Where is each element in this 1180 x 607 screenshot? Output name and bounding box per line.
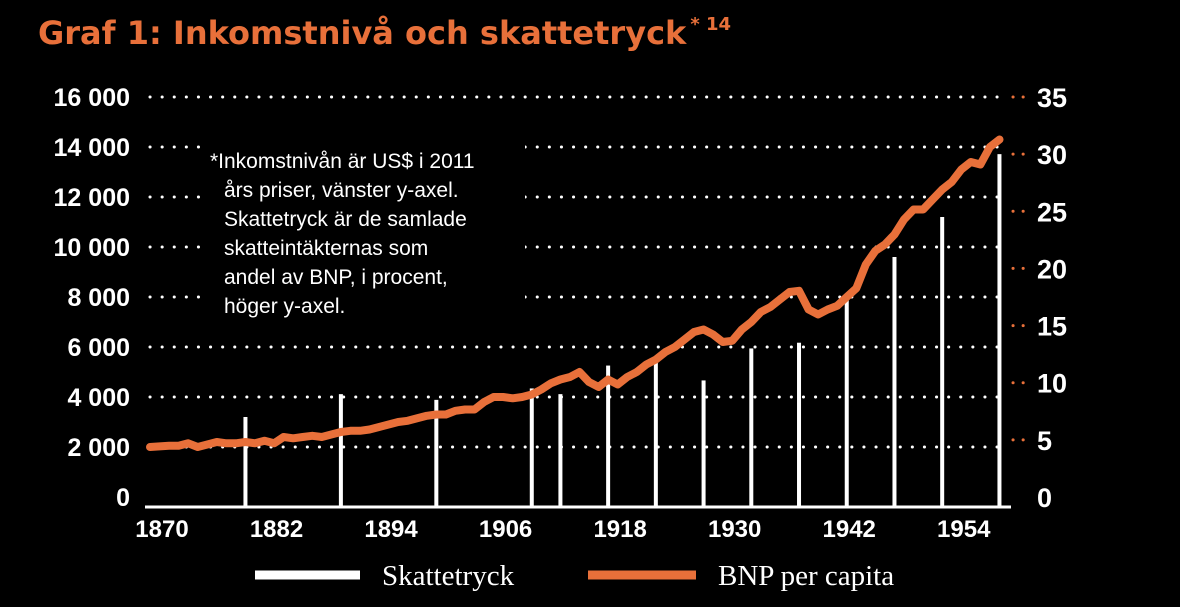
note-line-5: höger y-axel. bbox=[224, 295, 345, 318]
x-tick-label-1942: 1942 bbox=[823, 516, 876, 543]
chart-title: Graf 1: Inkomstnivå och skattetryck * 14 bbox=[38, 14, 731, 52]
legend: Skattetryck BNP per capita bbox=[255, 560, 894, 592]
note-box bbox=[200, 140, 525, 330]
y-axis-right: 0 5 10 15 20 25 30 35 bbox=[1037, 83, 1067, 513]
x-tick-label-1870: 1870 bbox=[135, 516, 188, 543]
bar-series-skattetryck bbox=[243, 154, 1002, 507]
y-right-tick-label-3: 15 bbox=[1037, 312, 1067, 342]
y-left-tick-label-4: 8 000 bbox=[67, 284, 130, 312]
bar-skattetryck-1923 bbox=[653, 359, 658, 507]
bar-skattetryck-1890 bbox=[338, 394, 343, 507]
bar-skattetryck-1948 bbox=[892, 257, 897, 507]
bar-skattetryck-1910 bbox=[529, 388, 534, 507]
bar-skattetryck-1928 bbox=[701, 380, 706, 507]
bar-skattetryck-1900 bbox=[434, 399, 439, 507]
x-tick-label-1918: 1918 bbox=[593, 516, 646, 543]
note-line-1: års priser, vänster y-axel. bbox=[224, 179, 459, 202]
y-right-tick-label-6: 30 bbox=[1037, 140, 1067, 170]
y-left-tick-label-1: 2 000 bbox=[67, 434, 130, 462]
y-right-tick-label-7: 35 bbox=[1037, 83, 1067, 113]
y-right-tick-label-0: 0 bbox=[1037, 483, 1052, 513]
note-line-3: skatteintäkternas som bbox=[224, 237, 428, 260]
x-tick-label-1906: 1906 bbox=[479, 516, 532, 543]
y-left-tick-label-8: 16 000 bbox=[54, 84, 130, 112]
x-tick-label-1954: 1954 bbox=[937, 516, 991, 543]
bar-skattetryck-1943 bbox=[844, 297, 849, 507]
note-line-0: *Inkomstnivån är US$ i 2011 bbox=[210, 150, 475, 173]
y-axis-left: 0 2 000 4 000 6 000 8 000 10 000 12 000 14 000 1… bbox=[54, 84, 130, 512]
y-left-tick-label-5: 10 000 bbox=[54, 234, 130, 262]
bar-skattetryck-1880 bbox=[243, 417, 248, 507]
chart-title-text: Graf 1: Inkomstnivå och skattetryck bbox=[38, 14, 687, 52]
x-tick-label-1882: 1882 bbox=[250, 516, 303, 543]
y-right-tick-label-4: 20 bbox=[1037, 254, 1067, 284]
chart-note: *Inkomstnivån är US$ i 2011 års priser, v… bbox=[210, 150, 475, 318]
line-bnp-per-capita bbox=[146, 135, 1004, 451]
y-left-tick-label-3: 6 000 bbox=[67, 334, 130, 362]
bar-skattetryck-1913 bbox=[558, 394, 563, 507]
x-tick-label-1894: 1894 bbox=[364, 516, 418, 543]
x-axis: 1870 1882 1894 1906 1918 1930 1942 1954 bbox=[135, 505, 1011, 543]
y-left-tick-label-2: 4 000 bbox=[67, 384, 130, 412]
bar-skattetryck-1938 bbox=[797, 342, 802, 507]
y-left-tick-label-0: 0 bbox=[116, 484, 130, 512]
bar-skattetryck-1959 bbox=[997, 154, 1002, 507]
chart-title-superscript: * 14 bbox=[690, 14, 731, 35]
y-left-tick-label-7: 14 000 bbox=[54, 134, 130, 162]
bar-skattetryck-1933 bbox=[749, 348, 754, 507]
note-line-2: Skattetryck är de samlade bbox=[224, 208, 467, 231]
y-right-tick-label-5: 25 bbox=[1037, 197, 1067, 227]
legend-label-bnp-per-capita: BNP per capita bbox=[718, 560, 894, 592]
y-right-tick-label-1: 5 bbox=[1037, 426, 1052, 456]
legend-label-skattetryck: Skattetryck bbox=[382, 560, 515, 592]
bar-skattetryck-1918 bbox=[606, 365, 611, 507]
line-series-bnp-per-capita bbox=[146, 135, 1004, 451]
y-right-tick-label-2: 10 bbox=[1037, 369, 1067, 399]
y-left-tick-label-6: 12 000 bbox=[54, 184, 130, 212]
bar-skattetryck-1953 bbox=[940, 217, 945, 507]
note-line-4: andel av BNP, i procent, bbox=[224, 266, 448, 289]
x-tick-label-1930: 1930 bbox=[708, 516, 761, 543]
